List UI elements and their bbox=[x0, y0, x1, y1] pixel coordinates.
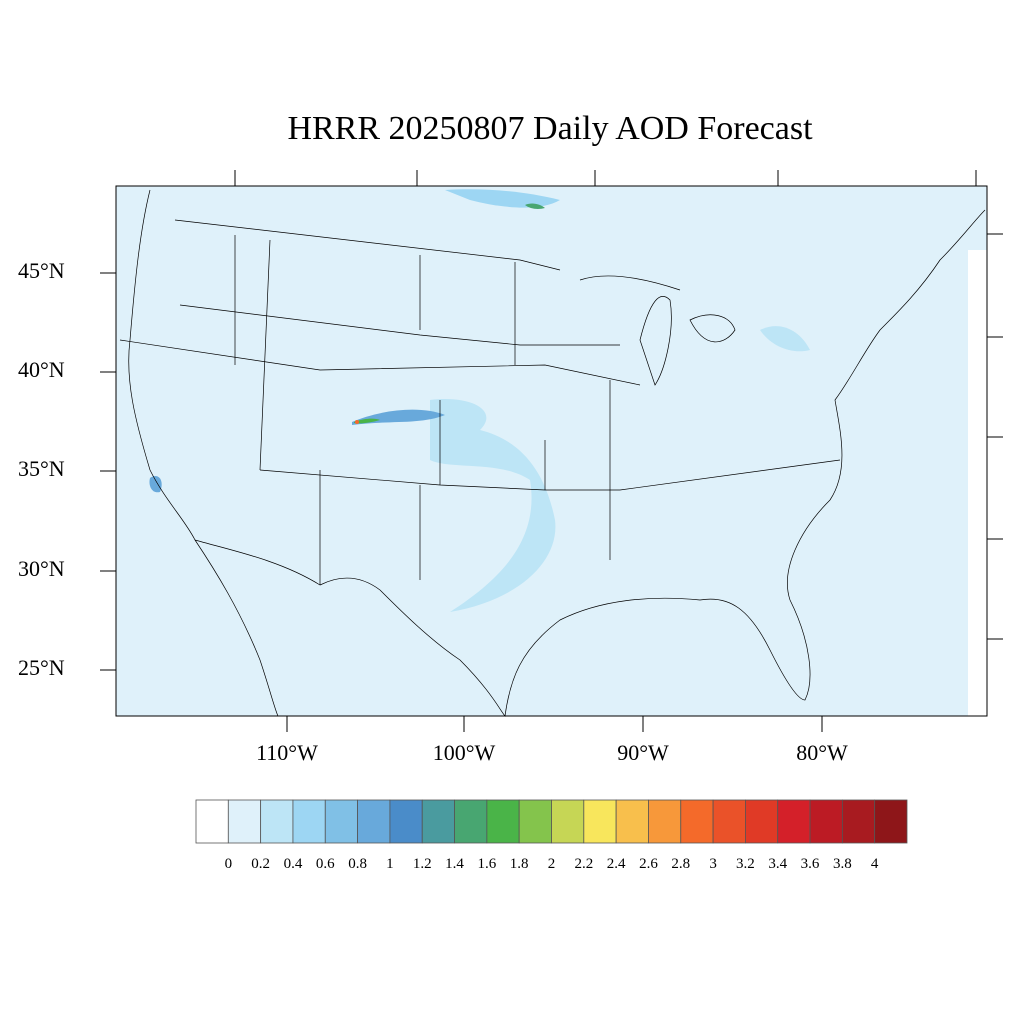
lon-label: 80°W bbox=[796, 740, 848, 765]
lat-label: 25°N bbox=[18, 655, 65, 680]
plume-socal bbox=[149, 475, 162, 493]
colorbar-label: 2.2 bbox=[574, 856, 594, 872]
colorbar-box bbox=[454, 799, 488, 844]
colorbar-label: 1.8 bbox=[509, 856, 529, 872]
colorbar-label: 0.4 bbox=[283, 856, 303, 872]
colorbar-box bbox=[777, 799, 811, 844]
colorbar-label: 1 bbox=[386, 856, 394, 872]
plume-plains bbox=[430, 399, 556, 612]
colorbar-label: 1.4 bbox=[445, 856, 464, 872]
aod-plumes bbox=[149, 189, 810, 612]
colorbar-box bbox=[712, 799, 746, 844]
colorbar bbox=[195, 799, 908, 844]
map-frame bbox=[115, 185, 988, 717]
colorbar-box bbox=[486, 799, 520, 844]
colorbar-label: 3.4 bbox=[768, 856, 788, 872]
colorbar-box bbox=[421, 799, 455, 844]
colorbar-box bbox=[518, 799, 552, 844]
map-title: HRRR 20250807 Daily AOD Forecast bbox=[287, 110, 813, 147]
colorbar-box bbox=[841, 799, 876, 844]
lat-label: 35°N bbox=[18, 456, 65, 481]
colorbar-box bbox=[874, 799, 908, 844]
colorbar-box bbox=[680, 799, 714, 844]
colorbar-label: 2.4 bbox=[606, 856, 626, 872]
colorbar-box bbox=[583, 799, 617, 844]
colorbar-label: 3 bbox=[709, 856, 717, 872]
colorbar-label: 0.6 bbox=[315, 856, 335, 872]
colorbar-label: 2.6 bbox=[639, 856, 658, 872]
colorbar-label: 2.8 bbox=[671, 856, 691, 872]
colorbar-box bbox=[260, 799, 294, 844]
plume-colorado-hotspot bbox=[355, 420, 359, 424]
colorbar-box bbox=[809, 799, 843, 844]
plume-canada bbox=[445, 189, 560, 208]
colorbar-label: 4 bbox=[870, 856, 879, 872]
colorbar-label: 1.2 bbox=[412, 856, 432, 872]
coastlines-and-borders bbox=[119, 189, 986, 717]
colorbar-label: 0.8 bbox=[348, 856, 367, 872]
colorbar-box bbox=[551, 799, 585, 844]
colorbar-label: 1.6 bbox=[477, 856, 497, 872]
colorbar-box bbox=[292, 799, 326, 844]
lat-label: 30°N bbox=[18, 556, 65, 581]
colorbar-box bbox=[195, 799, 229, 844]
tick-marks bbox=[100, 170, 1003, 732]
plume-canada-core bbox=[525, 203, 545, 209]
lon-label: 100°W bbox=[432, 740, 496, 765]
colorbar-box bbox=[324, 799, 358, 844]
lat-label: 40°N bbox=[18, 357, 65, 382]
colorbar-box bbox=[615, 799, 649, 844]
domain-edge bbox=[968, 250, 987, 716]
colorbar-box bbox=[648, 799, 682, 844]
colorbar-label: 3.8 bbox=[832, 856, 852, 872]
colorbar-label: 0 bbox=[224, 856, 233, 872]
lon-label: 110°W bbox=[256, 740, 318, 765]
lat-label: 45°N bbox=[18, 258, 65, 283]
colorbar-box bbox=[357, 799, 391, 844]
map-background bbox=[116, 186, 987, 716]
colorbar-box bbox=[227, 799, 262, 844]
plume-great-lakes bbox=[760, 326, 810, 352]
colorbar-box bbox=[389, 799, 423, 844]
colorbar-label: 3.6 bbox=[800, 856, 820, 872]
colorbar-label: 0.2 bbox=[251, 856, 270, 872]
plume-colorado-core bbox=[354, 418, 380, 424]
colorbar-box bbox=[745, 799, 779, 844]
colorbar-label: 3.2 bbox=[736, 856, 755, 872]
lon-label: 90°W bbox=[617, 740, 669, 765]
colorbar-label: 2 bbox=[547, 856, 556, 872]
